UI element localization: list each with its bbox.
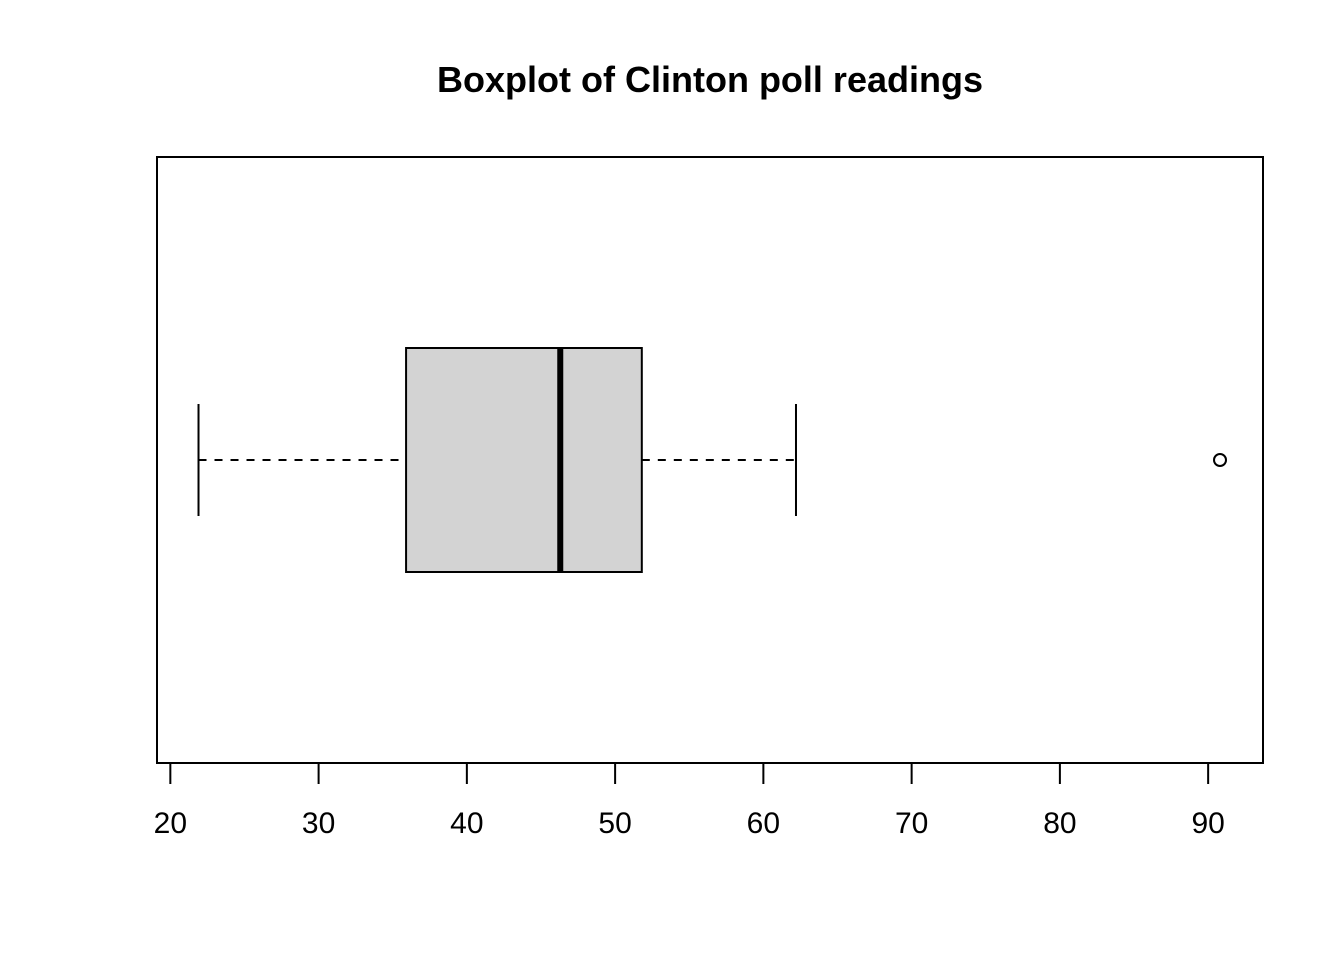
chart-title: Boxplot of Clinton poll readings bbox=[437, 59, 983, 100]
x-tick-label: 60 bbox=[747, 807, 780, 840]
x-tick-label: 70 bbox=[895, 807, 928, 840]
x-tick-label: 90 bbox=[1191, 807, 1224, 840]
x-tick-label: 30 bbox=[302, 807, 335, 840]
x-tick-label: 20 bbox=[154, 807, 187, 840]
x-tick-label: 80 bbox=[1043, 807, 1076, 840]
boxplot-series bbox=[197, 347, 1228, 573]
outlier-point bbox=[1213, 453, 1228, 467]
x-tick-label: 50 bbox=[598, 807, 631, 840]
x-tick-label: 40 bbox=[450, 807, 483, 840]
iqr-box bbox=[405, 347, 643, 573]
x-axis: 20 30 40 50 60 70 80 90 bbox=[154, 762, 1225, 840]
